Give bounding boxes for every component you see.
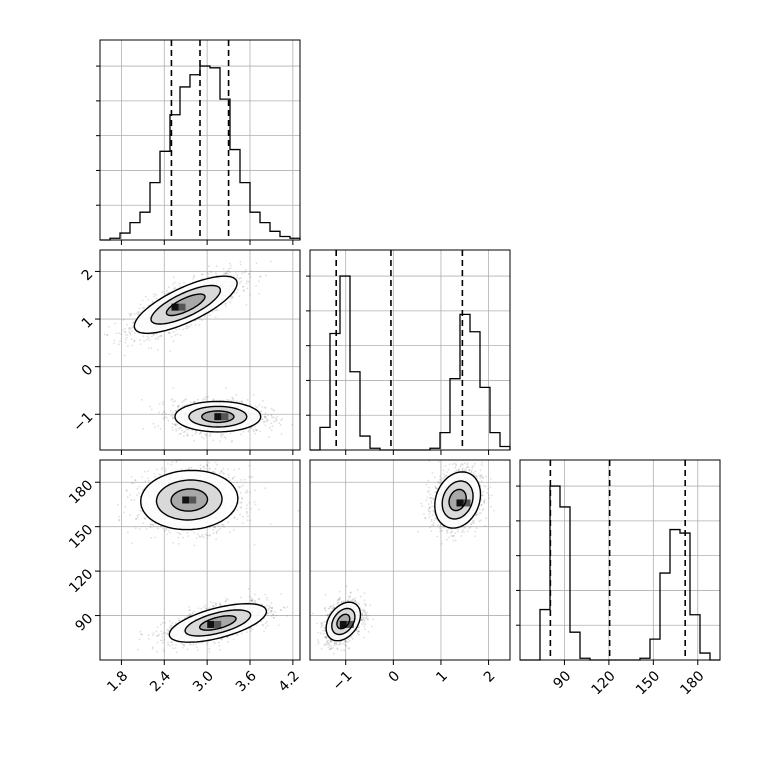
density-peak — [182, 496, 190, 504]
contour-line — [325, 601, 362, 642]
axes-frame — [99, 459, 301, 661]
contour-line — [448, 488, 467, 512]
contour-line — [198, 614, 237, 631]
axes-frame — [99, 39, 301, 241]
contour-line — [155, 479, 223, 521]
density-peak — [339, 620, 347, 628]
contour-line — [150, 284, 222, 325]
density-peak — [189, 496, 197, 504]
density-peak — [178, 303, 186, 311]
contour-line — [170, 488, 209, 512]
panel-content — [312, 460, 495, 655]
contour-line — [165, 293, 206, 317]
histogram-panel-p1 — [96, 39, 301, 245]
contour-line — [140, 469, 239, 531]
contour-line — [168, 602, 268, 643]
axes-frame — [309, 249, 511, 451]
contour-line — [336, 613, 351, 630]
contour-line — [441, 480, 474, 520]
density-peak — [463, 499, 471, 507]
density-peak — [221, 413, 229, 421]
axes-frame — [309, 459, 511, 661]
histogram-panel-p2 — [306, 249, 511, 455]
density-peak — [214, 620, 222, 628]
panel-content — [103, 260, 294, 443]
contour-line — [331, 607, 356, 636]
density-panel-p2-p3: −1 0 1 2 — [309, 459, 511, 694]
contour-line — [133, 275, 238, 334]
contour-line — [201, 410, 235, 424]
contour-line — [434, 471, 482, 529]
contour-line — [174, 400, 262, 433]
axes-frame — [519, 459, 721, 661]
histogram-step-p1 — [100, 65, 301, 241]
contour-line — [184, 609, 252, 637]
density-peak — [214, 413, 222, 421]
density-peak — [207, 620, 215, 628]
contour-line — [188, 405, 248, 428]
density-peak — [171, 303, 179, 311]
density-peak — [456, 499, 464, 507]
panel-content — [117, 460, 300, 654]
axes-frame — [99, 249, 301, 451]
density-peak — [346, 620, 354, 628]
